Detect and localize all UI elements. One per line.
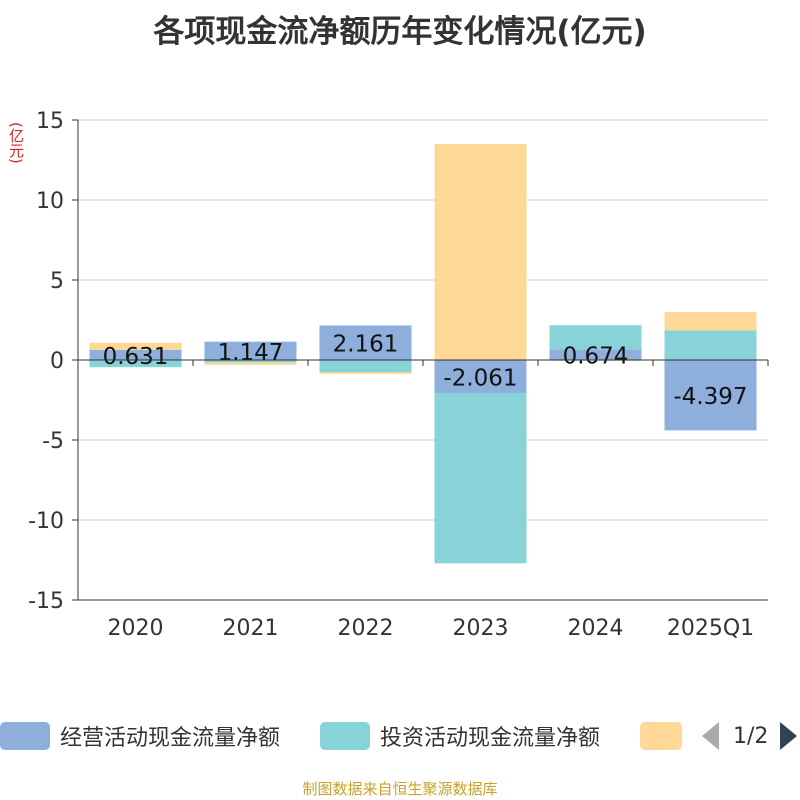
bar-investing-2022 [319,360,412,372]
bar-investing-2021 [204,360,297,363]
legend-item-financing[interactable] [640,720,682,752]
legend-item-operating[interactable]: 经营活动现金流量净额 [0,720,280,752]
y-tick-label: -15 [28,589,64,614]
bar-financing-2020 [89,342,182,350]
x-tick-label: 2022 [338,616,394,641]
y-tick-label: 5 [50,269,64,294]
legend-next-arrow-icon[interactable] [780,722,798,750]
data-source-note: 制图数据来自恒生聚源数据库 [302,780,498,798]
x-tick-label: 2023 [453,616,509,641]
legend-label-investing: 投资活动现金流量净额 [380,726,601,751]
legend-swatch-operating [0,722,50,750]
data-label-operating-2022: 2.161 [333,332,399,358]
bar-operating-2021 [204,341,297,360]
legend-item-investing[interactable]: 投资活动现金流量净额 [320,720,600,752]
bar-operating-2025Q1 [664,360,757,431]
bar-financing-2025Q1 [664,312,757,331]
data-label-operating-2023: -2.061 [443,365,517,391]
legend-prev-arrow-icon[interactable] [702,722,719,750]
x-tick-label: 2021 [223,616,279,641]
y-tick-label: 15 [36,109,64,134]
bar-operating-2023 [434,360,527,393]
legend-page-indicator: 1/2 [733,723,769,749]
bar-investing-2025Q1 [664,330,757,360]
y-tick-label: 10 [36,189,64,214]
bar-financing-2023 [434,144,527,360]
bar-investing-2023 [434,392,527,564]
cashflow-chart: 15 10 5 0 -5 -10 -15 0.631 1.147 2.161 -2.061 0.674… [28,109,769,641]
bar-investing-2020 [89,360,182,368]
bar-financing-2022 [319,372,412,374]
legend: 经营活动现金流量净额 投资活动现金流量净额 1/2 [0,714,800,758]
x-tick-label: 2025Q1 [667,616,754,641]
y-tick-label: 0 [50,349,64,374]
y-tick-label: -5 [42,429,64,454]
bar-operating-2020 [89,349,182,360]
x-tick-label: 2020 [108,616,164,641]
legend-swatch-investing [320,722,370,750]
x-tick-label: 2024 [568,616,624,641]
y-axis-unit-label: (亿元) [7,122,25,164]
data-label-operating-2024: 0.674 [563,344,629,370]
bar-operating-2024 [549,349,642,360]
bar-financing-2021 [204,362,297,365]
legend-label-operating: 经营活动现金流量净额 [60,726,281,751]
legend-pager: 1/2 [702,722,798,750]
bar-operating-2022 [319,325,412,360]
y-tick-label: -10 [28,509,64,534]
chart-title: 各项现金流净额历年变化情况(亿元) [153,14,647,50]
data-label-operating-2020: 0.631 [103,344,169,370]
bar-investing-2024 [549,325,642,350]
data-label-operating-2025Q1: -4.397 [673,384,747,410]
legend-swatch-financing [640,722,682,750]
data-label-operating-2021: 1.147 [218,340,284,366]
